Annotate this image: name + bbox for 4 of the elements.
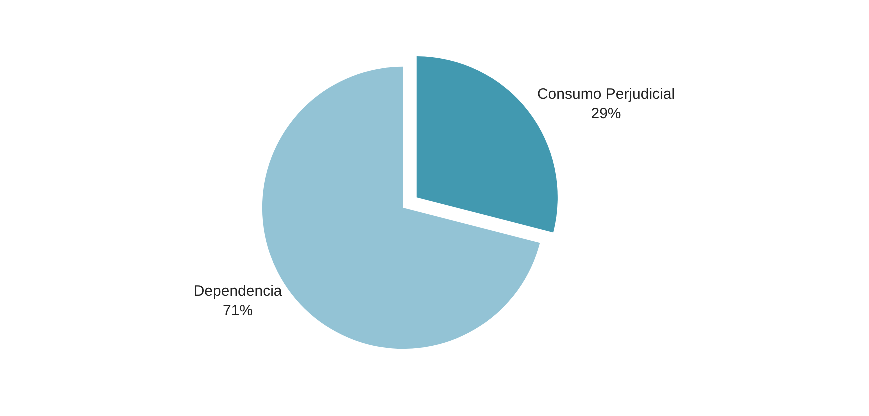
slice-label: Consumo Perjudicial xyxy=(537,86,676,104)
data-label: 71% xyxy=(223,302,254,320)
data-label: 29% xyxy=(591,106,622,123)
slice-label: Dependencia xyxy=(194,283,283,300)
